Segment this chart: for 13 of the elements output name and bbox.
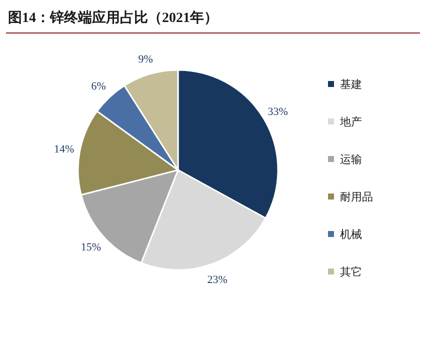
legend-label: 机械 xyxy=(340,228,362,241)
data-label: 15% xyxy=(80,242,102,254)
data-label: 23% xyxy=(207,274,228,286)
legend-label: 基建 xyxy=(340,78,362,91)
data-label: 33% xyxy=(268,106,288,118)
legend-label: 其它 xyxy=(340,266,362,278)
legend-label: 运输 xyxy=(340,153,362,166)
data-label: 14% xyxy=(54,143,74,156)
legend-label: 地产 xyxy=(339,116,362,128)
legend-label: 耐用品 xyxy=(340,192,373,204)
data-label: 6% xyxy=(91,80,106,92)
data-label: 9% xyxy=(138,54,153,66)
chart-title: 图14：锌终端应用占比（2021年） xyxy=(8,9,218,26)
